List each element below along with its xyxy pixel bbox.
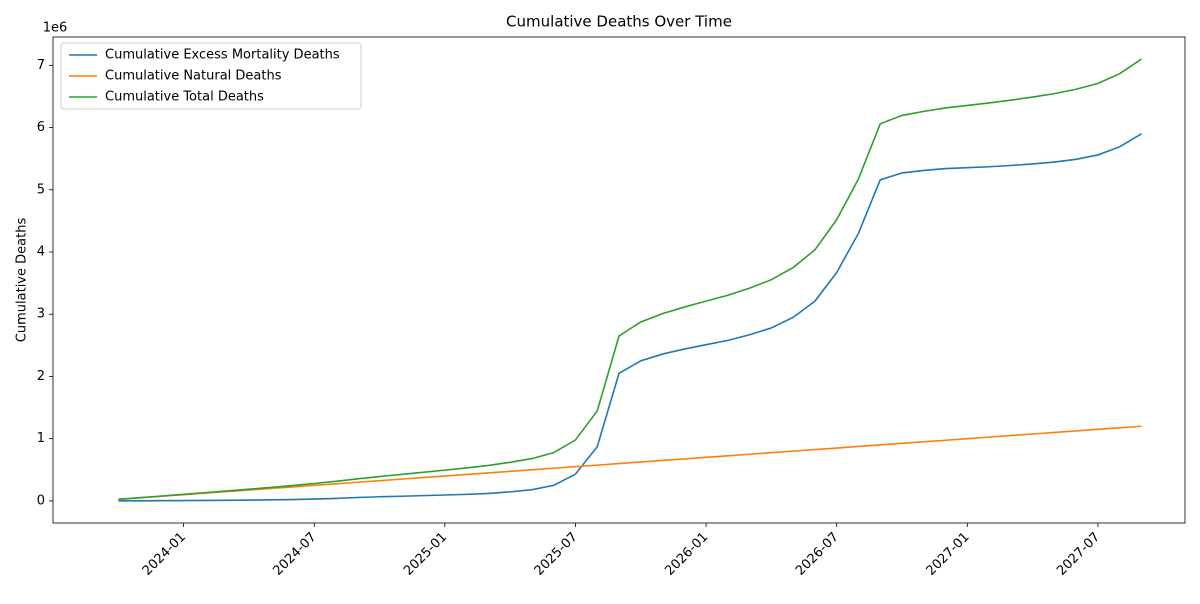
y-tick-label: 0 xyxy=(37,493,45,508)
series-line xyxy=(118,133,1142,502)
y-tick-label: 6 xyxy=(37,120,45,135)
legend-box xyxy=(60,42,362,110)
y-tick-label: 4 xyxy=(37,244,45,259)
x-tick-label: 2025-01 xyxy=(401,530,450,579)
y-offset-text: 1e6 xyxy=(43,21,68,36)
x-tick-label: 2027-07 xyxy=(1054,530,1103,579)
y-tick-label: 1 xyxy=(37,431,45,446)
y-tick-label: 5 xyxy=(37,182,45,197)
y-tick-label: 2 xyxy=(37,369,45,384)
x-tick-label: 2024-01 xyxy=(140,530,189,579)
legend-label: Cumulative Natural Deaths xyxy=(105,69,282,84)
x-tick-label: 2025-07 xyxy=(532,530,581,579)
plot-area xyxy=(52,36,1186,524)
series-line xyxy=(118,58,1142,501)
legend-label: Cumulative Excess Mortality Deaths xyxy=(105,48,340,63)
series-line xyxy=(118,425,1142,501)
x-tick-label: 2026-01 xyxy=(662,530,711,579)
y-tick-label: 7 xyxy=(37,58,45,73)
y-tick-label: 3 xyxy=(37,307,45,322)
x-tick-label: 2026-07 xyxy=(793,530,842,579)
y-axis-label: Cumulative Deaths xyxy=(15,218,30,343)
x-tick-label: 2024-07 xyxy=(271,530,320,579)
legend: Cumulative Excess Mortality Deaths Cumula… xyxy=(60,42,362,110)
legend-label: Cumulative Total Deaths xyxy=(105,90,264,105)
x-tick-label: 2027-01 xyxy=(924,530,973,579)
chart-title: Cumulative Deaths Over Time xyxy=(506,13,732,31)
